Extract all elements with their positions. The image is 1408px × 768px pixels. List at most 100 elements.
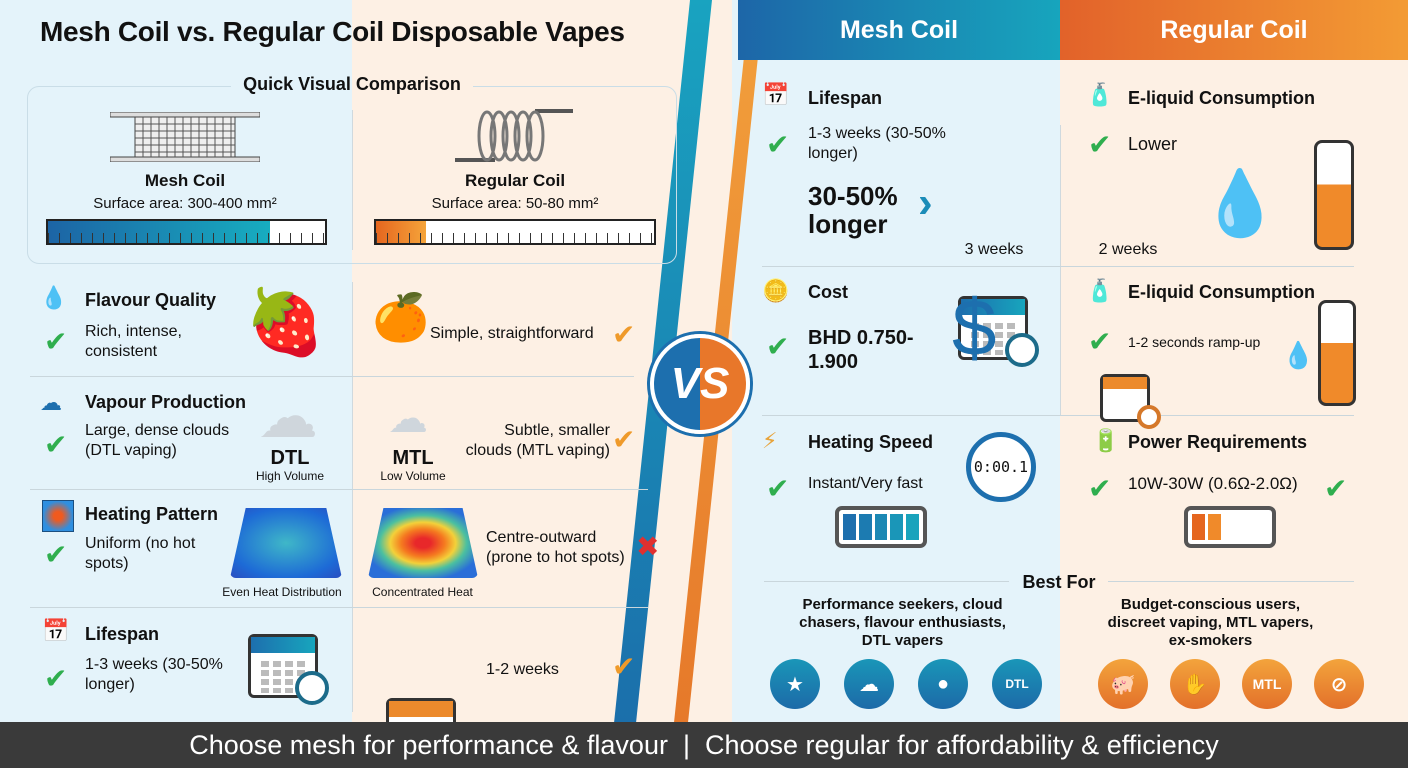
- check-icon: ✔: [766, 129, 790, 160]
- check-icon: ✔: [766, 331, 790, 362]
- regular-eliquid-caption: 2 weeks: [1098, 241, 1158, 258]
- check-icon: ✔: [44, 326, 68, 357]
- dtl-label: DTL: [270, 447, 310, 469]
- fruit-splash-icon: 🍓: [245, 286, 325, 358]
- even-heat-caption: Even Heat Distribution: [222, 585, 342, 599]
- orange-drop-icon: 💧: [1282, 340, 1315, 370]
- calendar-blue-icon: [958, 296, 1039, 367]
- battery-full-icon: [835, 506, 927, 548]
- regular-coil-icon: [455, 108, 575, 164]
- calendar-clock-icon: 📅: [42, 618, 70, 643]
- check-icon: ✔: [1324, 473, 1348, 504]
- mesh-surface-area: Surface area: 300-400 mm²: [93, 195, 277, 212]
- mesh-lifespan-detail: 1-3 weeks (30-50% longer): [808, 125, 946, 162]
- mesh-flavour-text: Rich, intense, consistent: [85, 323, 182, 360]
- cross-icon: ✖: [636, 531, 660, 562]
- mesh-coil-label: Mesh Coil: [144, 171, 226, 190]
- large-cloud-icon: ☁: [258, 383, 318, 450]
- battery-low-icon: [1184, 506, 1276, 548]
- best-for-line-right: [1108, 581, 1354, 582]
- flavour-drop-icon: 💧: [40, 285, 68, 310]
- check-icon: ✔: [44, 429, 68, 460]
- check-icon: ✔: [766, 473, 790, 504]
- vs-badge: VS: [650, 334, 750, 434]
- mtl-icon: MTL: [1242, 659, 1292, 709]
- regular-coil-label: Regular Coil: [464, 171, 566, 190]
- regular-surface-bar: [374, 219, 656, 245]
- regular-flavour-text: Simple, straightforward: [430, 325, 594, 342]
- page-title: Mesh Coil vs. Regular Coil Disposable Va…: [40, 16, 625, 47]
- category-flavour-quality: Flavour Quality: [85, 290, 217, 310]
- mesh-lifespan-caption: 3 weeks: [964, 241, 1024, 258]
- mesh-heating-text: Uniform (no hot spots): [85, 535, 196, 572]
- check-icon: ✔: [44, 663, 68, 694]
- hand-icon: ✋: [1170, 659, 1220, 709]
- eliquid-bottle-icon: 🧴: [1086, 278, 1114, 303]
- dropper-bottle-icon: [1318, 300, 1356, 406]
- regular-surface-area: Surface area: 50-80 mm²: [431, 195, 599, 212]
- cloud-upload-icon: ☁: [844, 659, 894, 709]
- best-for-regular-text: Budget-conscious users, discreet vaping,…: [1107, 596, 1314, 649]
- right-mesh-background: [732, 0, 1062, 722]
- mesh-heating-speed-text: Instant/Very fast: [808, 475, 923, 492]
- check-orange-icon: ✔: [612, 319, 636, 350]
- best-for-line-left: [764, 581, 1009, 582]
- best-for-mesh-icons: ★ ☁ ● DTL: [770, 659, 1042, 709]
- mesh-lifespan-text: 1-3 weeks (30-50% longer): [85, 656, 223, 693]
- row-divider: [30, 607, 648, 608]
- check-icon: ✔: [1088, 473, 1112, 504]
- regular-eliquid-title: E-liquid Consumption: [1128, 88, 1315, 108]
- mesh-cost-title: Cost: [808, 282, 848, 302]
- regular-vapour-text: Subtle, smaller clouds (MTL vaping): [465, 422, 610, 459]
- calendar-clock-icon: 📅: [762, 82, 790, 107]
- regular-eliquid-title-2: E-liquid Consumption: [1128, 282, 1315, 302]
- droplet-icon: 💧: [1200, 167, 1280, 239]
- calendar-blue-icon: [248, 634, 329, 705]
- orange-drop-leaf-icon: 🍊: [372, 291, 430, 343]
- regular-lifespan-text: 1-2 weeks: [486, 661, 559, 678]
- row-divider: [762, 266, 1354, 267]
- row-divider: [30, 376, 634, 377]
- mesh-lifespan-highlight: 30-50% longer: [808, 181, 898, 239]
- category-vapour-production: Vapour Production: [85, 392, 247, 412]
- mesh-column-header: Mesh Coil: [738, 0, 1060, 60]
- mesh-lifespan-title: Lifespan: [808, 88, 883, 108]
- cloud-icon: ☁: [40, 390, 62, 415]
- regular-eliquid-text: Lower: [1128, 134, 1178, 154]
- check-icon: ✔: [1088, 326, 1112, 357]
- piggy-bank-icon: 🐖: [1098, 659, 1148, 709]
- footer-banner: Choose mesh for performance & flavour | …: [0, 722, 1408, 768]
- row-divider: [762, 415, 1354, 416]
- mesh-coil-icon: [109, 111, 261, 163]
- mesh-heating-speed-title: Heating Speed: [808, 432, 934, 452]
- coins-icon: 🪙: [762, 278, 790, 303]
- regular-rampup-text: 1-2 seconds ramp-up: [1128, 334, 1261, 350]
- right-column-divider: [1060, 125, 1061, 415]
- concentrated-heat-map: [368, 508, 478, 578]
- quick-comparison-title: Quick Visual Comparison: [0, 74, 704, 95]
- mtl-sublabel: Low Volume: [380, 469, 446, 483]
- even-heat-map: [230, 508, 342, 578]
- check-icon: ✔: [1088, 129, 1112, 160]
- best-for-regular-icons: 🐖 ✋ MTL ⊘: [1098, 659, 1364, 709]
- stopwatch-icon: 0:00.1: [966, 432, 1036, 502]
- dropper-bottle-icon: [1314, 140, 1354, 250]
- dtl-sublabel: High Volume: [255, 469, 325, 483]
- mesh-vapour-text: Large, dense clouds (DTL vaping): [85, 422, 230, 459]
- no-smoking-icon: ⊘: [1314, 659, 1364, 709]
- best-for-mesh-text: Performance seekers, cloud chasers, flav…: [799, 596, 1006, 649]
- award-icon: ★: [770, 659, 820, 709]
- calendar-orange-icon: [1100, 374, 1161, 429]
- regular-heating-text: Centre-outward (prone to hot spots): [486, 529, 625, 566]
- mesh-cost-value: BHD 0.750-1.900: [808, 327, 914, 373]
- eliquid-bottle-icon: 🧴: [1086, 82, 1114, 107]
- chevron-right-icon: ›: [918, 178, 933, 227]
- dtl-icon: DTL: [992, 659, 1042, 709]
- small-cloud-icon: ☁: [388, 397, 428, 441]
- heatmap-icon: [42, 500, 74, 532]
- check-orange-icon: ✔: [612, 424, 636, 455]
- battery-charging-icon: 🔋: [1092, 428, 1120, 453]
- mesh-surface-bar: [46, 219, 327, 245]
- left-column-divider: [352, 282, 353, 712]
- mtl-label: MTL: [392, 447, 434, 469]
